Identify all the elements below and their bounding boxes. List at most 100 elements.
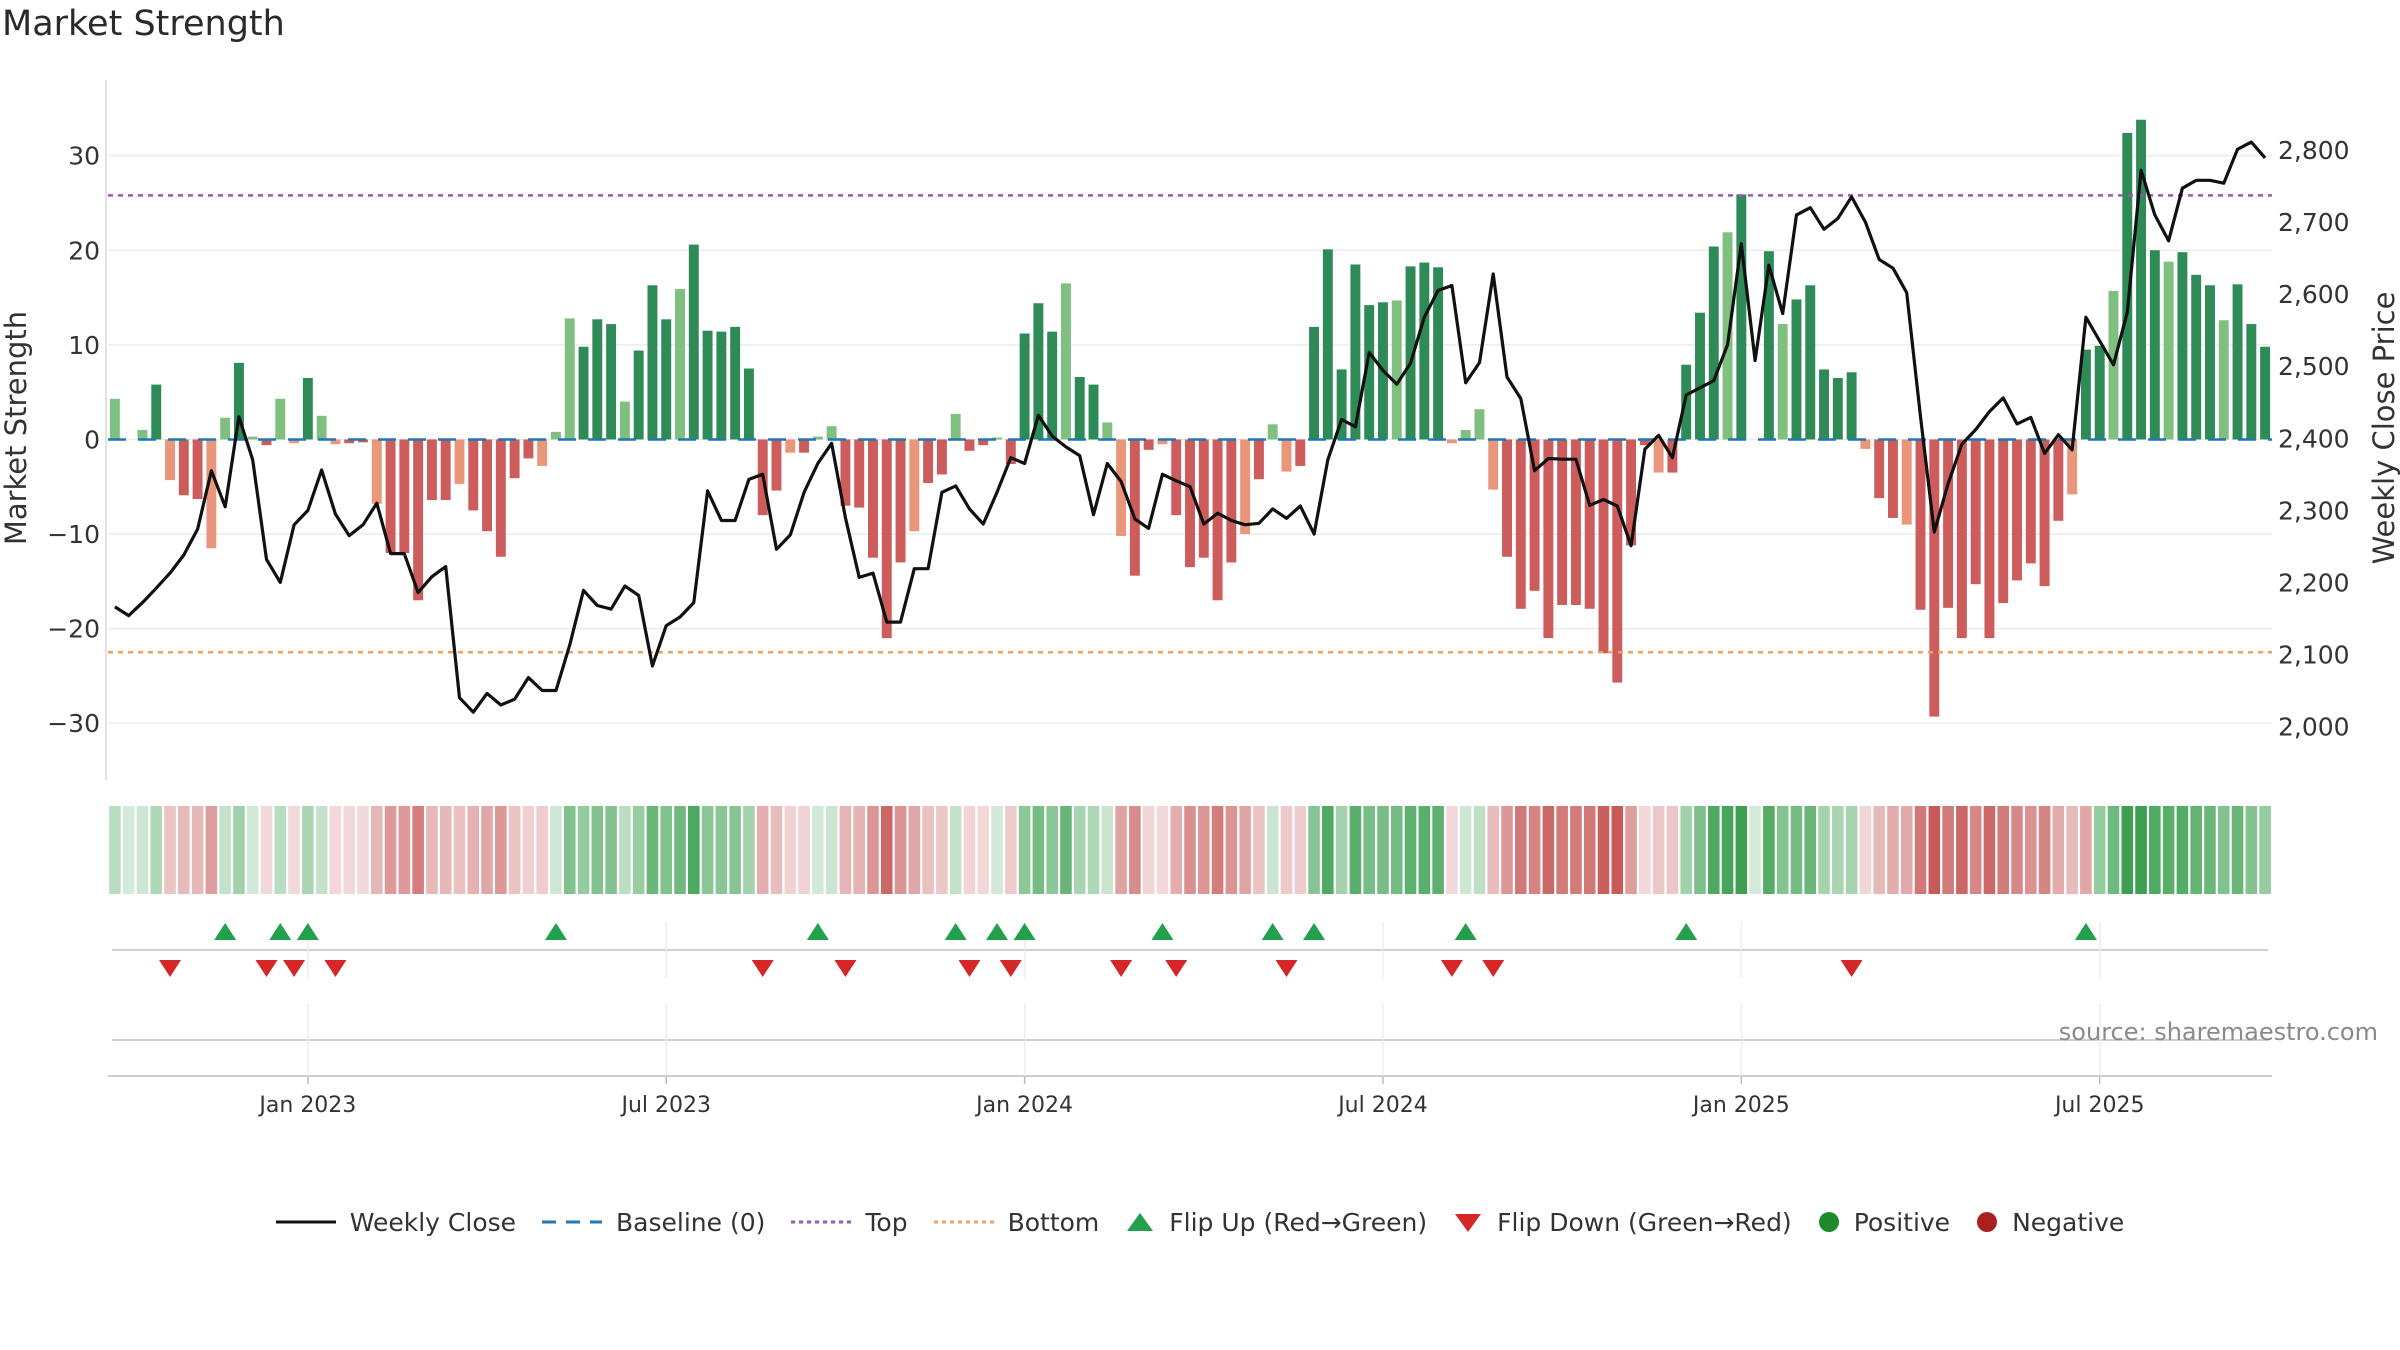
regime-cell	[2259, 806, 2271, 894]
positive-bar	[826, 426, 837, 440]
regime-cell	[1018, 806, 1031, 894]
y-left-tick-label: 20	[68, 236, 100, 265]
regime-cell	[1005, 806, 1017, 894]
legend-label: Flip Up (Red→Green)	[1169, 1207, 1428, 1237]
positive-bar	[578, 346, 589, 440]
regime-cell	[233, 806, 245, 894]
negative-bar	[923, 439, 934, 483]
regime-cell	[439, 806, 452, 894]
negative-bar	[1005, 439, 1016, 465]
negative-bar	[537, 439, 548, 466]
regime-cell	[894, 806, 907, 894]
y-left-tick-label: 0	[84, 425, 100, 454]
y-right-tick-label: 2,000	[2278, 713, 2350, 742]
regime-cell	[1735, 806, 1748, 894]
negative-bar	[1874, 439, 1885, 499]
flip-up-marker	[1303, 923, 1326, 940]
positive-bar	[109, 398, 120, 440]
regime-cell	[949, 806, 962, 894]
legend-item-weekly-close: Weekly Close	[275, 1207, 517, 1237]
triangle-up-icon	[1125, 1210, 1155, 1234]
positive-bar	[2136, 119, 2147, 440]
negative-bar	[371, 439, 382, 504]
regime-heat-strip	[109, 806, 2271, 894]
positive-bar	[950, 413, 961, 440]
negative-bar	[1295, 439, 1306, 466]
regime-cell	[2080, 806, 2092, 894]
timeline-axis: Jan 2023 Jul 2023 Jan 2024 Jul 2024 Jan 2025…	[108, 1004, 2272, 1118]
negative-bar	[1129, 439, 1140, 576]
positive-bar	[2260, 346, 2271, 440]
negative-bar	[1901, 439, 1912, 525]
regime-cell	[1253, 806, 1265, 894]
positive-bar	[1846, 372, 1857, 440]
regime-cell	[839, 806, 852, 894]
regime-cell	[1790, 806, 1803, 894]
regime-cell	[2093, 806, 2106, 894]
negative-bar	[978, 439, 989, 446]
regime-cell	[867, 806, 879, 894]
y-right-tick-label: 2,800	[2278, 136, 2350, 165]
positive-bar	[275, 398, 286, 440]
regime-cell	[1914, 806, 1927, 894]
y-right-tick-label: 2,200	[2278, 568, 2350, 597]
negative-bar	[1998, 439, 2009, 604]
negative-bar	[1984, 439, 1995, 639]
negative-bar	[1185, 439, 1195, 568]
flip-up-marker	[806, 923, 829, 940]
regime-cell	[2066, 806, 2078, 894]
x-tick-label: Jan 2023	[257, 1093, 356, 1118]
triangle-down-icon	[1453, 1210, 1483, 1234]
negative-bar	[1543, 439, 1554, 639]
regime-cell	[1115, 806, 1127, 894]
negative-bar	[1970, 439, 1981, 585]
flip-up-marker	[944, 923, 967, 940]
negative-bar	[1915, 439, 1926, 610]
negative-bar	[1860, 439, 1871, 449]
positive-bar	[1088, 384, 1099, 440]
regime-cell	[2011, 806, 2023, 894]
positive-bar	[1047, 331, 1058, 440]
positive-bar	[564, 318, 575, 440]
positive-bar	[1102, 422, 1113, 440]
regime-cell	[908, 806, 921, 894]
negative-bar	[454, 439, 465, 484]
price-layer	[114, 140, 2267, 714]
x-tick-label: Jul 2023	[619, 1093, 711, 1118]
negative-bar	[192, 439, 203, 500]
positive-bar	[716, 331, 727, 440]
y-axis-left-label: Market Strength	[0, 311, 33, 545]
regime-cell	[1156, 806, 1169, 894]
positive-bar	[1267, 424, 1278, 440]
legend-label: Weekly Close	[349, 1207, 517, 1237]
regime-cell	[1928, 806, 1941, 894]
flip-down-marker	[999, 960, 1022, 977]
regime-cell	[1142, 806, 1155, 894]
regime-cell	[812, 806, 824, 894]
positive-bar	[1405, 266, 1416, 440]
regime-cell	[412, 806, 424, 894]
regime-cell	[205, 806, 218, 894]
regime-cell	[1046, 806, 1058, 894]
flip-markers	[112, 922, 2268, 978]
positive-bar	[606, 324, 617, 440]
regime-cell	[302, 806, 314, 894]
flip-up-marker	[2074, 923, 2097, 940]
y-right-tick-label: 2,300	[2278, 496, 2350, 525]
negative-bar	[909, 439, 920, 532]
positive-bar	[316, 415, 327, 440]
regime-cell	[1625, 806, 1637, 894]
positive-bar	[1322, 249, 1333, 440]
negative-bar	[1887, 439, 1898, 518]
positive-bar	[2246, 324, 2257, 440]
regime-cell	[1652, 806, 1665, 894]
negative-bar	[358, 439, 368, 443]
regime-cell	[729, 806, 741, 894]
negative-bar	[2053, 439, 2064, 521]
y-right-tick-label: 2,100	[2278, 641, 2350, 670]
regime-cell	[2149, 806, 2161, 894]
dotted-line-swatch-icon	[933, 1210, 994, 1234]
regime-cell	[1694, 806, 1706, 894]
negative-bar	[1226, 439, 1237, 563]
regime-cell	[536, 806, 548, 894]
